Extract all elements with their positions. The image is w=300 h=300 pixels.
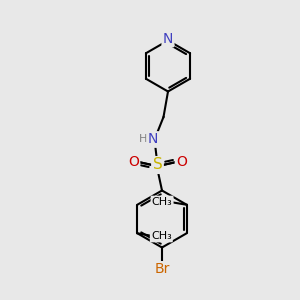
Text: N: N bbox=[163, 32, 173, 46]
Text: O: O bbox=[176, 155, 187, 169]
Text: Br: Br bbox=[154, 262, 170, 276]
Text: CH₃: CH₃ bbox=[151, 231, 172, 241]
Text: O: O bbox=[128, 155, 139, 169]
Text: CH₃: CH₃ bbox=[152, 197, 172, 207]
Text: H: H bbox=[139, 134, 147, 144]
Text: N: N bbox=[148, 133, 158, 146]
Text: S: S bbox=[153, 158, 162, 172]
